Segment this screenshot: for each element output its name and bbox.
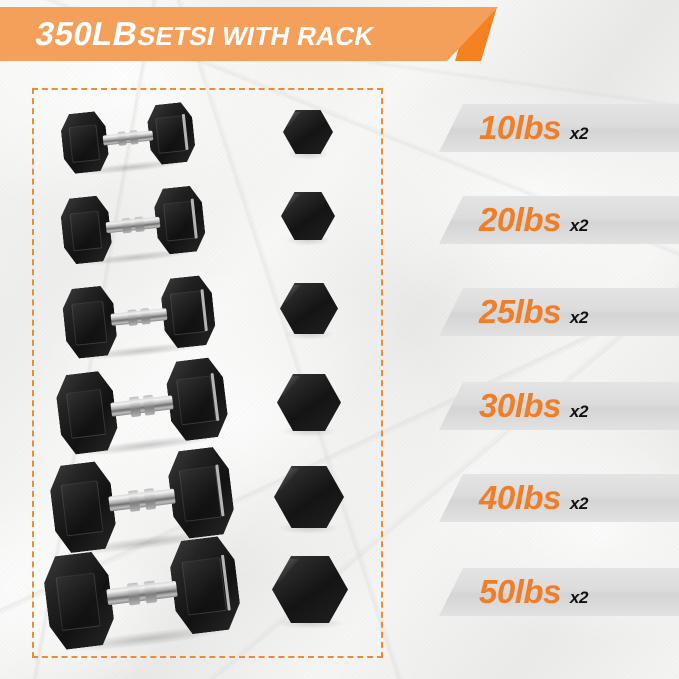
weight-quantity: x2 (569, 216, 589, 235)
header-weight-title: 350LB (32, 15, 142, 52)
weight-label-banner: 30lbs x2 (439, 382, 679, 430)
weight-quantity: x2 (569, 308, 589, 327)
weight-label-group: 25lbs x2 (479, 293, 589, 331)
dumbbell-handle (108, 488, 176, 512)
header-banner: 350LB SETSI WITH RACK (0, 7, 498, 61)
weight-label-banner: 40lbs x2 (439, 474, 679, 522)
weight-quantity: x2 (569, 588, 589, 607)
dumbbell-head-right (159, 274, 217, 349)
dumbbell-head-right (146, 101, 197, 165)
dumbbell-head-left (41, 550, 117, 651)
weight-quantity: x2 (569, 402, 589, 421)
weight-label-group: 30lbs x2 (479, 387, 589, 425)
product-dashed-box (32, 88, 383, 658)
dumbbell-image (61, 274, 217, 363)
dumbbell-head-right (167, 535, 243, 636)
weight-label-group: 10lbs x2 (479, 109, 589, 147)
dumbbell-image (59, 185, 207, 269)
dumbbell-handle (110, 395, 174, 417)
dumbbell-handle (102, 130, 154, 146)
weight-quantity: x2 (569, 494, 589, 513)
weight-label-banner: 20lbs x2 (439, 196, 679, 244)
dumbbell-inner (59, 101, 197, 178)
dumbbell-head-right (165, 445, 236, 540)
dumbbell-head-right (152, 185, 207, 256)
header-subtitle: SETSI WITH RACK (135, 21, 377, 51)
hex-end-cap-image (281, 192, 335, 240)
dumbbell-handle (110, 308, 168, 326)
weight-value: 30lbs (479, 387, 561, 424)
weight-label-banner: 25lbs x2 (439, 288, 679, 336)
dumbbell-head-left (54, 370, 120, 456)
dumbbell-image (59, 101, 197, 178)
weight-value: 20lbs (479, 201, 561, 238)
weight-value: 10lbs (479, 109, 561, 146)
hex-end-cap-image (283, 110, 333, 154)
dumbbell-handle (105, 216, 161, 234)
dumbbell-inner (59, 185, 207, 269)
weight-label-group: 50lbs x2 (479, 573, 589, 611)
weight-value: 40lbs (479, 479, 561, 516)
dumbbell-head-right (164, 356, 230, 442)
weight-quantity: x2 (569, 124, 589, 143)
weight-value: 50lbs (479, 573, 561, 610)
dumbbell-handle (106, 580, 178, 606)
weight-label-group: 20lbs x2 (479, 201, 589, 239)
dumbbell-head-left (47, 460, 118, 555)
hex-end-cap-image (272, 556, 348, 623)
header-title-group: 350LB SETSI WITH RACK (32, 15, 378, 53)
dumbbell-inner (61, 274, 217, 363)
weight-label-banner: 10lbs x2 (439, 104, 679, 152)
weight-value: 25lbs (479, 293, 561, 330)
dumbbell-head-left (61, 285, 119, 360)
weight-label-banner: 50lbs x2 (439, 568, 679, 616)
weight-label-group: 40lbs x2 (479, 479, 589, 517)
